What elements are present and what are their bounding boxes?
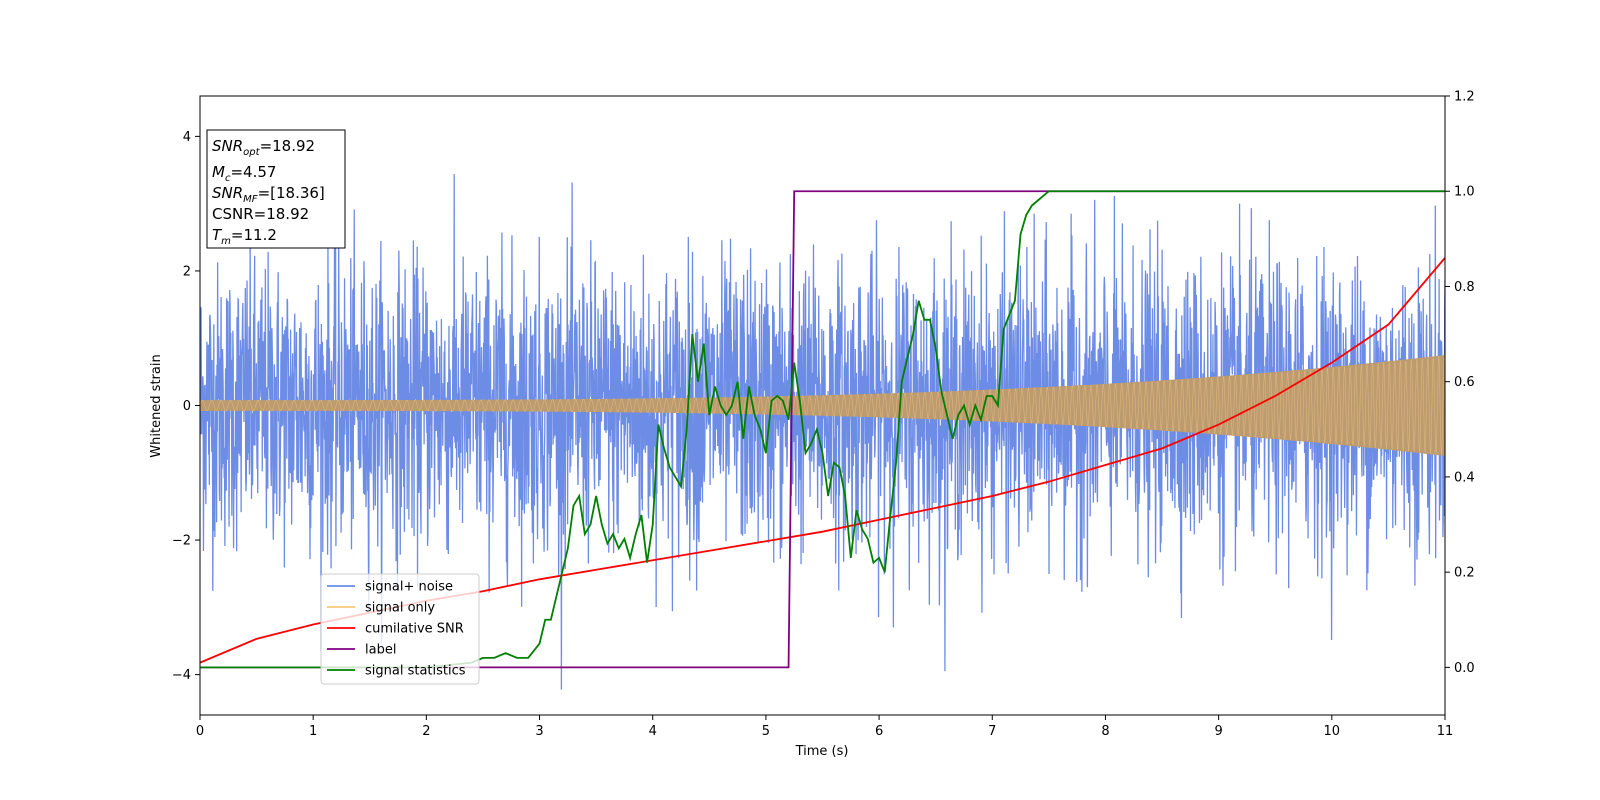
series-signal-statistics-line (200, 190, 1445, 669)
annotation-frame (206, 129, 346, 249)
y-right-tick-label: 0.6 (1454, 375, 1475, 390)
series-signal-only (200, 355, 1445, 456)
y-right-tick-label: 1.2 (1454, 90, 1475, 105)
legend-label-signal-statistics: signal statistics (365, 664, 466, 679)
signal-noise-line (200, 174, 1445, 690)
x-tick-label: 8 (1101, 724, 1109, 739)
y-left-tick-label: 2 (183, 264, 191, 279)
y-left-tick-label: 4 (183, 130, 191, 145)
annotation-box: SNRopt=18.92 Mc=4.57SNRMF=[18.36]CSNR=18.… (206, 129, 346, 249)
y-right-tick-label: 0.0 (1454, 661, 1475, 676)
annotation-line: CSNR=18.92 (212, 205, 309, 223)
y-right-tick-label: 0.2 (1454, 566, 1475, 581)
y-axis-label: Whitened strain (149, 354, 164, 457)
x-tick-label: 4 (649, 724, 657, 739)
x-tick-label: 11 (1437, 724, 1454, 739)
x-tick-label: 3 (535, 724, 543, 739)
y-left-tick-label: −2 (172, 534, 191, 549)
x-tick-label: 9 (1214, 724, 1222, 739)
y-left-tick-label: −4 (172, 668, 191, 683)
y-right-tick-label: 0.4 (1454, 470, 1475, 485)
legend-label-signal-only: signal only (365, 601, 435, 616)
y-left-tick-label: 0 (183, 399, 191, 414)
x-tick-label: 7 (988, 724, 996, 739)
x-tick-label: 0 (196, 724, 204, 739)
x-tick-label: 5 (762, 724, 770, 739)
series-signal-noise (200, 174, 1445, 690)
legend-label-cumilative-snr: cumilative SNR (365, 622, 464, 637)
legend-frame (320, 573, 480, 685)
legend-label-label: label (365, 643, 396, 658)
legend: signal+ noise signal only cumilative SNR la… (320, 573, 480, 685)
annotation-line: Mc=4.57 (212, 163, 276, 184)
signal-only-line (200, 355, 1445, 456)
annotation-line: Tm=11.2 (212, 226, 277, 247)
x-axis-label: Time (s) (795, 744, 849, 759)
legend-label-signal-noise: signal+ noise (365, 580, 453, 595)
ticks: 0 1 2 3 4 5 6 7 8 9 10 11 −4 −2 0 2 4 0.0 0.2 0.4 0.6 0.8 1.0 1… (172, 90, 1475, 740)
x-tick-label: 6 (875, 724, 883, 739)
x-tick-label: 1 (309, 724, 317, 739)
signal-only-band (200, 355, 1445, 456)
x-tick-label: 2 (422, 724, 430, 739)
x-tick-label: 10 (1324, 724, 1341, 739)
y-right-tick-label: 0.8 (1454, 280, 1475, 295)
y-right-tick-label: 1.0 (1454, 185, 1475, 200)
annotation-line: SNRopt=18.92 (212, 137, 315, 158)
annotation-line: SNRMF=[18.36] (212, 184, 325, 205)
